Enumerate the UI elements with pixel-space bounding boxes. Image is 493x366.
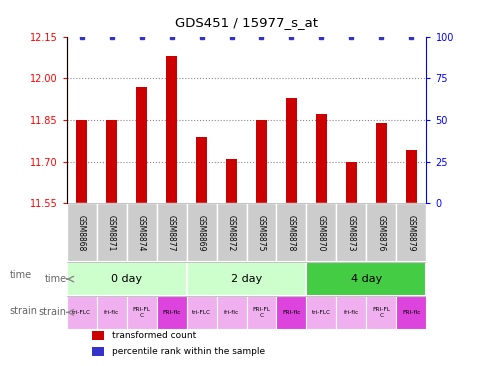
- FancyBboxPatch shape: [67, 262, 186, 296]
- Bar: [346, 161, 357, 203]
- Text: percentile rank within the sample: percentile rank within the sample: [111, 347, 265, 356]
- Text: strain: strain: [39, 307, 67, 317]
- Bar: [196, 137, 207, 203]
- Bar: [316, 114, 327, 203]
- FancyBboxPatch shape: [97, 203, 127, 262]
- FancyBboxPatch shape: [127, 296, 157, 329]
- FancyBboxPatch shape: [127, 203, 157, 262]
- FancyBboxPatch shape: [186, 296, 216, 329]
- Text: GSM8871: GSM8871: [107, 214, 116, 251]
- Bar: [136, 87, 147, 203]
- FancyBboxPatch shape: [366, 203, 396, 262]
- FancyBboxPatch shape: [216, 203, 246, 262]
- FancyBboxPatch shape: [186, 262, 307, 296]
- FancyBboxPatch shape: [246, 203, 277, 262]
- FancyBboxPatch shape: [307, 262, 426, 296]
- FancyBboxPatch shape: [277, 203, 307, 262]
- FancyBboxPatch shape: [157, 296, 186, 329]
- FancyBboxPatch shape: [157, 203, 186, 262]
- FancyBboxPatch shape: [67, 203, 97, 262]
- Text: GSM8876: GSM8876: [377, 214, 386, 251]
- FancyBboxPatch shape: [366, 296, 396, 329]
- Text: transformed count: transformed count: [111, 331, 196, 340]
- FancyBboxPatch shape: [216, 296, 246, 329]
- FancyBboxPatch shape: [246, 296, 277, 329]
- Text: GSM8873: GSM8873: [347, 214, 356, 251]
- FancyBboxPatch shape: [307, 203, 336, 262]
- Text: GSM8869: GSM8869: [197, 214, 206, 251]
- Text: FRI-flc: FRI-flc: [402, 310, 421, 315]
- Text: tri-FLC: tri-FLC: [312, 310, 331, 315]
- Text: time: time: [45, 274, 67, 284]
- FancyBboxPatch shape: [336, 296, 366, 329]
- Text: 4 day: 4 day: [351, 274, 382, 284]
- Text: FRI-FL
C: FRI-FL C: [133, 307, 150, 318]
- Bar: [166, 56, 177, 203]
- Bar: [76, 120, 87, 203]
- Text: FRI-FL
C: FRI-FL C: [372, 307, 390, 318]
- FancyBboxPatch shape: [67, 296, 97, 329]
- FancyBboxPatch shape: [396, 296, 426, 329]
- Bar: [376, 123, 387, 203]
- Text: GSM8870: GSM8870: [317, 214, 326, 251]
- Text: GSM8878: GSM8878: [287, 214, 296, 251]
- Text: strain: strain: [10, 306, 38, 316]
- Bar: [256, 120, 267, 203]
- Text: 0 day: 0 day: [111, 274, 142, 284]
- Text: GSM8875: GSM8875: [257, 214, 266, 251]
- FancyBboxPatch shape: [396, 203, 426, 262]
- Text: GSM8879: GSM8879: [407, 214, 416, 251]
- Text: fri-flc: fri-flc: [104, 310, 119, 315]
- Bar: [226, 159, 237, 203]
- Text: FRI-FL
C: FRI-FL C: [252, 307, 271, 318]
- Text: GSM8874: GSM8874: [137, 214, 146, 251]
- Text: GSM8877: GSM8877: [167, 214, 176, 251]
- Bar: [106, 120, 117, 203]
- Bar: [286, 98, 297, 203]
- Text: 2 day: 2 day: [231, 274, 262, 284]
- Text: GSM8868: GSM8868: [77, 214, 86, 251]
- Bar: [406, 150, 417, 203]
- Text: time: time: [10, 269, 32, 280]
- Text: fri-flc: fri-flc: [224, 310, 239, 315]
- Text: fri-flc: fri-flc: [344, 310, 359, 315]
- Text: GSM8872: GSM8872: [227, 214, 236, 251]
- FancyBboxPatch shape: [186, 203, 216, 262]
- FancyBboxPatch shape: [97, 296, 127, 329]
- Text: FRI-flc: FRI-flc: [282, 310, 301, 315]
- Text: FRI-flc: FRI-flc: [162, 310, 181, 315]
- FancyBboxPatch shape: [307, 296, 336, 329]
- FancyBboxPatch shape: [277, 296, 307, 329]
- Bar: [92, 347, 105, 356]
- Text: tri-FLC: tri-FLC: [192, 310, 211, 315]
- Bar: [92, 331, 105, 340]
- Text: GDS451 / 15977_s_at: GDS451 / 15977_s_at: [175, 16, 318, 29]
- FancyBboxPatch shape: [336, 203, 366, 262]
- Text: tri-FLC: tri-FLC: [72, 310, 91, 315]
